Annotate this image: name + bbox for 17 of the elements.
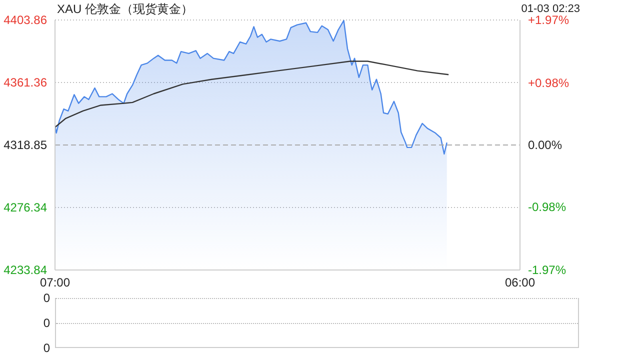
y-tick-label: 4276.34 — [4, 200, 48, 215]
chart-title: XAU 伦敦金（现货黄金） — [57, 1, 194, 18]
text: 01-03 02:23 — [521, 3, 580, 15]
y-tick-label: 4403.86 — [4, 13, 48, 27]
text: 0 — [43, 291, 50, 305]
text: 0 — [43, 341, 50, 355]
y2-tick-label: +1.97% — [528, 13, 570, 27]
y2-tick-label: -1.97% — [528, 263, 566, 277]
y2-tick-label: 0.00% — [528, 138, 562, 152]
y2-tick-label: +0.98% — [528, 76, 570, 90]
x-tick-label: 06:00 — [504, 276, 536, 290]
y-tick-label: 4233.84 — [4, 263, 48, 277]
y2-tick-label: -0.98% — [528, 200, 566, 214]
y-tick-label: 4361.36 — [4, 75, 48, 90]
text: 0 — [43, 316, 50, 330]
x-tick-label: 07:00 — [40, 276, 70, 290]
y-tick-label: 4318.85 — [4, 138, 48, 152]
